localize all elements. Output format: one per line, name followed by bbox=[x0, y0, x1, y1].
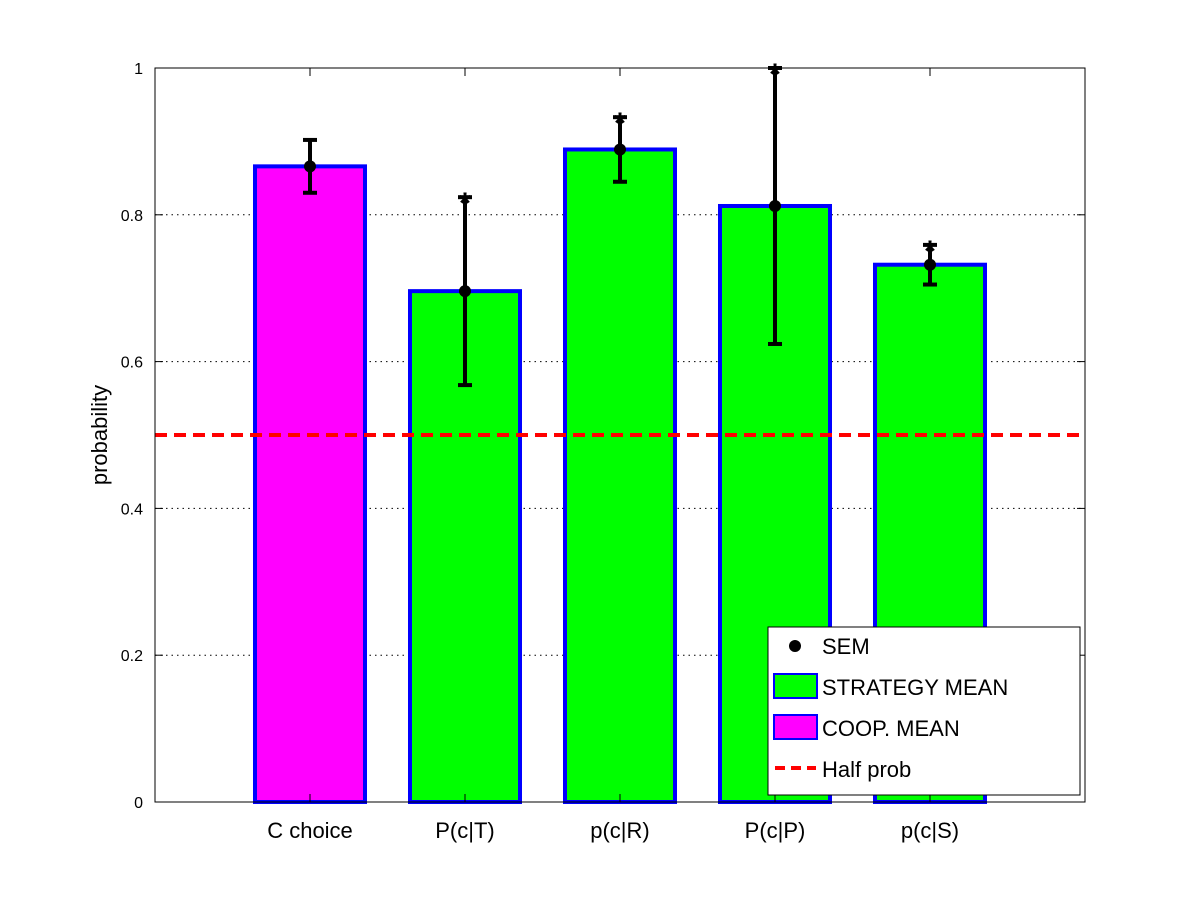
legend-entry-3: COOP. MEAN bbox=[773, 714, 960, 741]
y-axis-title: probability bbox=[87, 385, 112, 485]
legend-label: STRATEGY MEAN bbox=[822, 675, 1008, 700]
legend-box bbox=[767, 626, 1081, 796]
significance-star: * bbox=[459, 187, 471, 220]
x-category-label: p(c|R) bbox=[590, 818, 650, 843]
error-bars-group bbox=[303, 66, 937, 388]
x-category-label: C choice bbox=[267, 818, 353, 843]
error-bar-2 bbox=[458, 195, 472, 388]
error-bar-5 bbox=[923, 242, 937, 287]
y-tick-label: 0.8 bbox=[121, 208, 143, 225]
x-category-label: P(c|T) bbox=[435, 818, 494, 843]
mean-point bbox=[924, 258, 936, 271]
bar-3 bbox=[563, 147, 677, 804]
y-tick-label: 0 bbox=[134, 795, 143, 812]
x-category-label: P(c|P) bbox=[745, 818, 806, 843]
x-labels-group: C choice P(c|T) p(c|R) P(c|P) p(c|S) bbox=[267, 68, 959, 843]
error-bar-1 bbox=[303, 137, 317, 195]
y-tick-label: 0.6 bbox=[121, 355, 143, 372]
y-ticks-group: 0 0.2 0.4 0.6 0.8 1 bbox=[121, 61, 1085, 812]
bar-1 bbox=[253, 164, 367, 804]
y-tick-label: 0.2 bbox=[121, 648, 143, 665]
legend-label: SEM bbox=[822, 634, 870, 659]
significance-star: * bbox=[614, 107, 626, 140]
mean-point bbox=[459, 285, 471, 298]
legend-entry-4: Half prob bbox=[775, 757, 911, 782]
mean-point bbox=[304, 160, 316, 173]
mean-point bbox=[614, 143, 626, 156]
x-category-label: p(c|S) bbox=[901, 818, 959, 843]
legend-entry-2: STRATEGY MEAN bbox=[773, 673, 1008, 700]
legend-entry-1: SEM bbox=[789, 634, 870, 659]
legend-label: COOP. MEAN bbox=[822, 716, 960, 741]
significance-star: * bbox=[924, 235, 936, 268]
legend-label: Half prob bbox=[822, 757, 911, 782]
legend: SEM STRATEGY MEAN COOP. MEAN Half prob bbox=[767, 626, 1081, 796]
mean-point bbox=[769, 199, 781, 212]
y-tick-label: 0.4 bbox=[121, 501, 143, 518]
error-bar-3 bbox=[613, 115, 627, 184]
y-tick-label: 1 bbox=[134, 61, 143, 78]
